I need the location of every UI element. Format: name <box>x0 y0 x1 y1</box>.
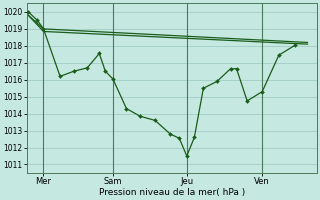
X-axis label: Pression niveau de la mer( hPa ): Pression niveau de la mer( hPa ) <box>99 188 245 197</box>
